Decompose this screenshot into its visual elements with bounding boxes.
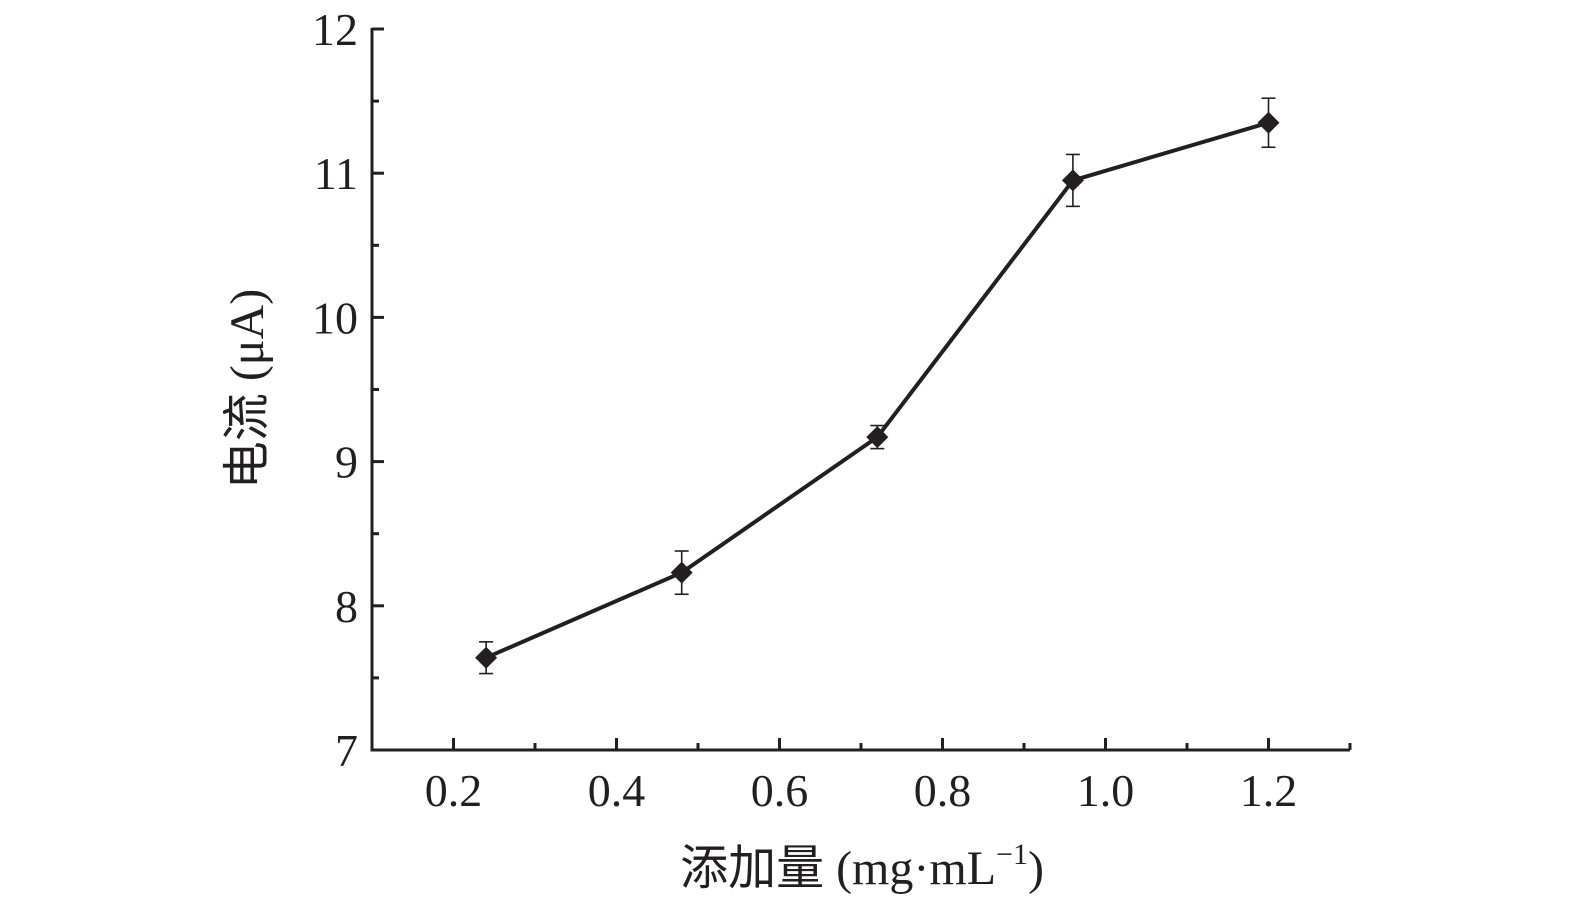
y-tick-label: 8 [335, 581, 358, 632]
x-axis-title-superscript: −1 [996, 838, 1028, 871]
y-axis-title: 电流 (μA) [221, 289, 274, 489]
x-tick-label: 1.2 [1240, 765, 1298, 816]
data-point-diamond [1257, 111, 1280, 134]
labels: 电流 (μA) 添加量 (mg·mL−1) [221, 289, 1044, 895]
x-axis-title-closing: ) [1028, 842, 1044, 895]
y-tick-label: 12 [312, 4, 358, 55]
y-tick-label: 7 [335, 725, 358, 776]
axes: 7 8 9 10 11 12 0.2 0.4 0.6 0.8 1.0 1.2 [312, 4, 1352, 816]
x-tick-label: 0.4 [588, 765, 646, 816]
data-point-diamond [866, 426, 889, 449]
data-point-diamond [1061, 169, 1084, 192]
data-point-diamond [670, 561, 693, 584]
data-point-diamond [475, 646, 498, 669]
series [475, 97, 1280, 675]
x-tick-label: 0.6 [751, 765, 809, 816]
series-line [485, 120, 1270, 660]
x-tick-label: 1.0 [1077, 765, 1135, 816]
x-tick-label: 0.8 [914, 765, 972, 816]
x-tick-label: 0.2 [425, 765, 483, 816]
y-tick-label: 11 [314, 148, 358, 199]
x-axis-title: 添加量 (mg·mL−1) [680, 838, 1044, 895]
y-tick-label: 9 [335, 437, 358, 488]
x-axis-title-text: 添加量 (mg·mL [680, 842, 996, 895]
y-tick-label: 10 [312, 292, 358, 343]
